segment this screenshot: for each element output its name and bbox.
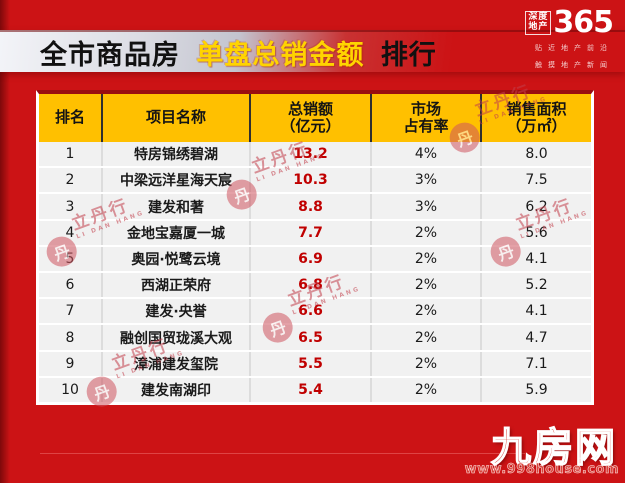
header-rank-label: 排名 (54, 108, 85, 127)
sales-area-cell: 6.2 (480, 194, 591, 219)
market-share-cell: 2% (370, 351, 480, 376)
project-name-cell: 中梁远洋星海天宸 (101, 168, 249, 193)
table-row: 5 奥园·悦鹭云境 6.9 2% 4.1 (39, 244, 591, 272)
header-project-name-label: 项目名称 (145, 108, 206, 127)
table-row: 3 建发和著 8.8 3% 6.2 (39, 192, 591, 219)
sales-area-cell: 4.7 (480, 325, 591, 350)
market-share-cell: 2% (370, 325, 480, 350)
table-row: 10 建发南湖印 5.4 2% 5.9 (39, 375, 591, 403)
table-row: 2 中梁远洋星海天宸 10.3 3% 7.5 (39, 166, 591, 193)
brand-logo-row: 深度 地产 365 (521, 5, 614, 40)
rank-cell: 6 (65, 277, 75, 294)
project-name-cell: 西湖正荣府 (101, 273, 249, 298)
rank-cell: 7 (65, 303, 75, 320)
ranking-table: 排名 项目名称 总销额 （亿元） 市场 占有率 销售面积 （万㎡） 1 特房锦绣碧… (36, 90, 594, 405)
table-header-row: 排名 项目名称 总销额 （亿元） 市场 占有率 销售面积 （万㎡） (39, 94, 591, 142)
sales-area-cell: 7.1 (480, 351, 591, 376)
header-market-share-line2: 占有率 (403, 117, 449, 135)
rank-cell: 3 (65, 198, 75, 215)
brand-tagline-line1: 贴近地产前沿 (535, 44, 613, 52)
sales-area-cell: 5.9 (480, 377, 591, 403)
rank-cell: 10 (61, 381, 79, 398)
table-body: 1 特房锦绣碧湖 13.2 4% 8.0 2 中梁远洋星海天宸 10.3 3% 7.5 3 建发和著 8… (39, 142, 591, 403)
header-total-sales: 总销额 （亿元） (249, 94, 370, 142)
rank-cell: 4 (65, 224, 75, 241)
market-share-cell: 4% (370, 142, 480, 167)
header-total-sales-line2: （亿元） (280, 117, 341, 135)
market-share-cell: 2% (370, 220, 480, 245)
total-sales-cell: 5.4 (249, 377, 370, 403)
total-sales-cell: 6.9 (249, 246, 370, 272)
total-sales-cell: 5.5 (249, 351, 370, 376)
rank-cell: 2 (65, 172, 75, 189)
rank-cell: 5 (65, 250, 75, 267)
table-row: 1 特房锦绣碧湖 13.2 4% 8.0 (39, 142, 591, 167)
title-banner: 全市商品房 单盘总销金额 排行 (0, 30, 625, 72)
table-row: 8 融创国贸珑溪大观 6.5 2% 4.7 (39, 323, 591, 350)
project-name-cell: 漳浦建发玺院 (101, 351, 249, 376)
title-highlight: 单盘总销金额 (196, 39, 365, 71)
header-total-sales-line1: 总销额 (287, 99, 333, 118)
header-market-share: 市场 占有率 (370, 94, 480, 142)
header-project-name: 项目名称 (101, 94, 249, 142)
project-name-cell: 特房锦绣碧湖 (101, 142, 249, 167)
total-sales-cell: 7.7 (249, 220, 370, 245)
market-share-cell: 2% (370, 246, 480, 272)
table-row: 9 漳浦建发玺院 5.5 2% 7.1 (39, 349, 591, 376)
total-sales-cell: 13.2 (249, 142, 370, 167)
sales-area-cell: 4.1 (480, 299, 591, 324)
total-sales-cell: 8.8 (249, 194, 370, 219)
left-edge-shade (0, 0, 10, 483)
project-name-cell: 奥园·悦鹭云境 (101, 246, 249, 272)
rank-cell: 9 (65, 355, 75, 372)
table-row: 4 金地宝嘉厦一城 7.7 2% 5.6 (39, 218, 591, 245)
rank-cell: 8 (65, 329, 75, 346)
header-sales-area-line2: （万㎡） (506, 117, 567, 135)
footer-divider (40, 453, 525, 454)
header-rank: 排名 (39, 94, 101, 142)
page-title: 全市商品房 单盘总销金额 排行 (0, 33, 437, 72)
sales-area-cell: 5.2 (480, 273, 591, 298)
rank-cell: 1 (65, 146, 75, 163)
market-share-cell: 3% (370, 168, 480, 193)
jiufangwang-logo: 九房网 (490, 425, 617, 471)
market-share-cell: 3% (370, 194, 480, 219)
brand-365-text: 365 (553, 5, 614, 40)
sales-area-cell: 4.1 (480, 246, 591, 272)
project-name-cell: 建发·央誉 (101, 299, 249, 324)
sales-area-cell: 7.5 (480, 168, 591, 193)
total-sales-cell: 10.3 (249, 168, 370, 193)
site-url-text: www.998house.com (464, 462, 619, 478)
header-sales-area: 销售面积 （万㎡） (480, 94, 591, 142)
project-name-cell: 金地宝嘉厦一城 (101, 220, 249, 245)
brand-tagline-line2: 触摸地产新闻 (535, 60, 613, 69)
header-sales-area-line1: 销售面积 (506, 99, 567, 118)
title-suffix: 排行 (380, 39, 437, 71)
market-share-cell: 2% (370, 377, 480, 403)
brand-logo: 深度 地产 365 贴近地产前沿 触摸地产新闻 (521, 5, 614, 71)
table-row: 6 西湖正荣府 6.8 2% 5.2 (39, 271, 591, 298)
brand-small-line2: 地产 (528, 22, 549, 32)
market-share-cell: 2% (370, 299, 480, 324)
market-share-cell: 2% (370, 273, 480, 298)
total-sales-cell: 6.6 (249, 299, 370, 324)
project-name-cell: 建发南湖印 (101, 377, 249, 403)
sales-area-cell: 5.6 (480, 220, 591, 245)
header-market-share-line1: 市场 (410, 99, 441, 118)
project-name-cell: 融创国贸珑溪大观 (101, 325, 249, 350)
table-row: 7 建发·央誉 6.6 2% 4.1 (39, 297, 591, 324)
title-prefix: 全市商品房 (40, 39, 180, 71)
brand-small-line1: 深度 (528, 12, 549, 23)
sales-area-cell: 8.0 (480, 142, 591, 167)
total-sales-cell: 6.8 (249, 273, 370, 298)
total-sales-cell: 6.5 (249, 325, 370, 350)
project-name-cell: 建发和著 (101, 194, 249, 219)
brand-small-text: 深度 地产 (525, 11, 552, 35)
